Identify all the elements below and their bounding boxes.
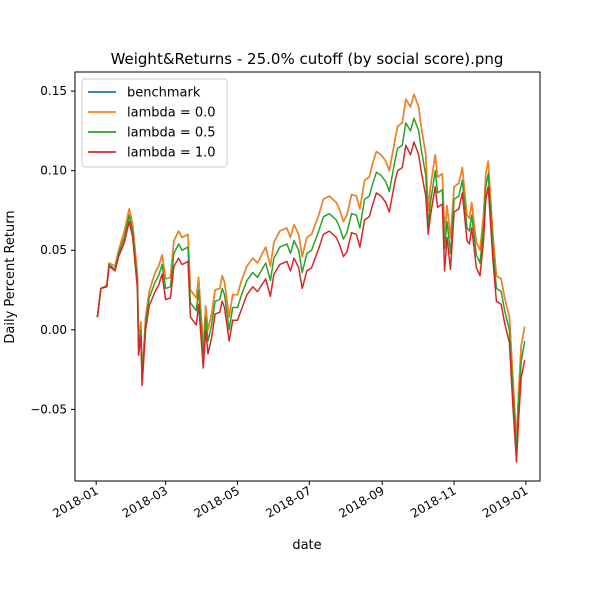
y-axis: −0.05 0.00 0.05 0.10 0.15 [30,84,75,416]
y-tick-label: 0.10 [40,164,67,178]
y-tick-label: 0.05 [40,243,67,257]
y-tick-label: −0.05 [30,402,67,416]
legend-label-0: benchmark [127,86,201,101]
series-line-3 [96,141,526,463]
legend-label-2: lambda = 0.5 [127,126,216,141]
series-line-1 [96,93,526,442]
y-axis-label: Daily Percent Return [3,210,18,343]
plot-area-frame [74,71,541,482]
legend-label-1: lambda = 0.0 [127,106,216,121]
y-tick-label: 0.15 [40,84,67,98]
y-tick-label: 0.00 [40,323,67,337]
legend-label-3: lambda = 1.0 [127,146,216,161]
legend: benchmark lambda = 0.0 lambda = 0.5 lambda … [81,78,228,168]
series-layer [96,93,526,463]
series-line-2 [96,117,526,450]
chart-title: Weight&Returns - 25.0% cutoff (by social… [111,50,504,68]
x-axis-label: date [292,538,321,553]
legend-box [81,78,228,168]
